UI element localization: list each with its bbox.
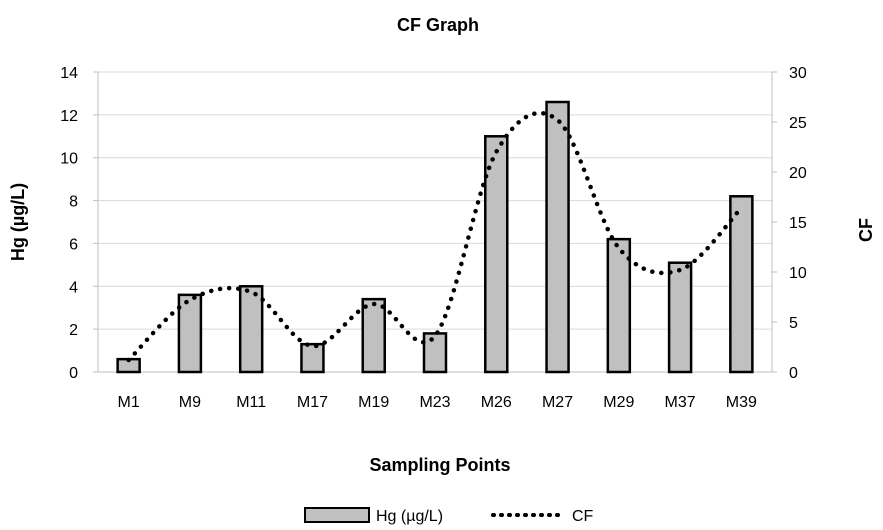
hg-bar (606, 237, 632, 374)
right-tick-label: 5 (789, 315, 798, 332)
cf-line-path (126, 110, 744, 363)
hg-bar (667, 261, 693, 374)
right-tick-label: 30 (789, 65, 807, 82)
x-tick-label: M39 (726, 394, 757, 411)
cf-line (126, 110, 744, 363)
hg-bars (116, 100, 754, 374)
hg-bar (484, 135, 509, 374)
legend: Hg (µg/L) CF (304, 507, 594, 525)
left-tick-label: 0 (69, 365, 78, 382)
x-tick-label: M23 (419, 394, 450, 411)
legend-label-hg: Hg (µg/L) (376, 508, 443, 525)
right-tick-label: 25 (789, 115, 807, 132)
right-tick-label: 0 (789, 365, 798, 382)
y-axis-title-left: Hg (µg/L) (8, 183, 28, 261)
hg-bar (361, 297, 386, 374)
x-tick-label: M11 (236, 394, 266, 411)
x-axis-title: Sampling Points (369, 455, 510, 475)
right-tick-label: 20 (789, 165, 807, 182)
left-tick-label: 6 (69, 236, 78, 253)
left-tick-label: 4 (69, 279, 78, 296)
hg-bar (422, 332, 448, 374)
left-tick-label: 14 (60, 65, 78, 82)
x-tick-label: M26 (481, 394, 512, 411)
x-tick-label: M9 (179, 394, 201, 411)
left-tick-label: 12 (60, 108, 78, 125)
x-tick-label: M17 (297, 394, 328, 411)
gridlines (93, 71, 777, 373)
hg-bar (177, 293, 203, 374)
legend-label-cf: CF (572, 508, 594, 525)
y-axis-title-right: CF (856, 218, 876, 242)
x-tick-label: M1 (118, 394, 140, 411)
hg-bar (238, 285, 264, 374)
right-axis-ticks: 0 5 10 15 20 25 30 (789, 65, 807, 382)
right-tick-label: 15 (789, 215, 807, 232)
x-tick-label: M37 (665, 394, 696, 411)
legend-bar-swatch (304, 507, 370, 523)
x-axis-ticks: M1 M9 M11 M17 M19 M23 M26 M27 M29 M37 M39 (118, 394, 758, 411)
hg-bar (729, 195, 754, 374)
hg-bar (545, 100, 570, 374)
left-tick-label: 2 (69, 322, 78, 339)
x-tick-label: M19 (358, 394, 389, 411)
hg-bar (300, 342, 325, 374)
chart-title: CF Graph (397, 15, 479, 35)
x-tick-label: M27 (542, 394, 573, 411)
left-tick-label: 10 (60, 151, 78, 168)
right-tick-label: 10 (789, 265, 807, 282)
left-tick-label: 8 (69, 194, 78, 211)
left-axis-ticks: 0 2 4 6 8 10 12 14 (60, 65, 78, 382)
x-tick-label: M29 (603, 394, 634, 411)
